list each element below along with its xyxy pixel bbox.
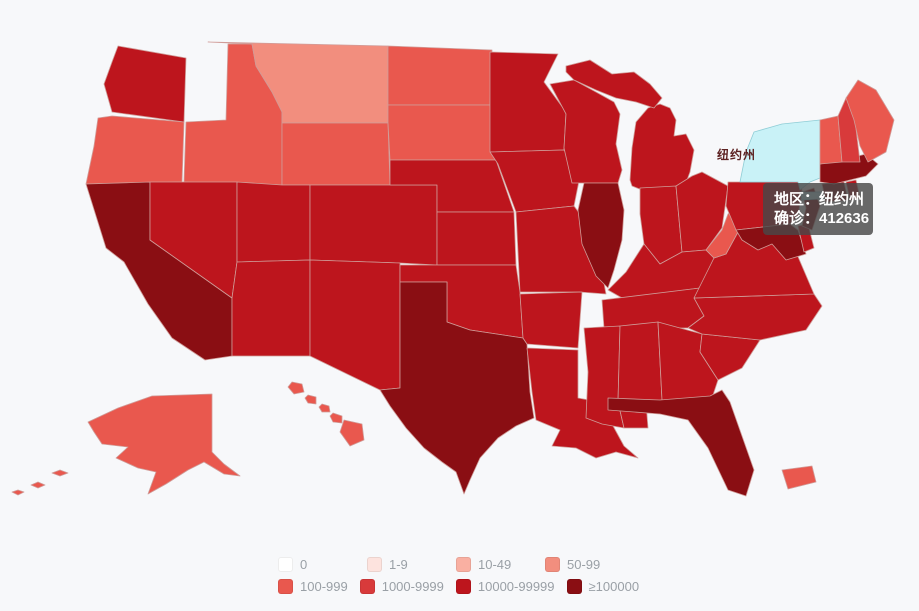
state-wi[interactable] — [549, 79, 623, 184]
states-layer — [11, 41, 895, 497]
legend-swatch-10000-99999 — [455, 578, 471, 594]
state-tx[interactable] — [379, 281, 535, 495]
state-fl[interactable] — [607, 389, 755, 497]
state-ms[interactable] — [583, 325, 625, 429]
legend-item-10-49[interactable]: 10-49 — [456, 556, 545, 572]
state-co[interactable] — [309, 184, 438, 266]
legend-item-0[interactable]: 0 — [278, 556, 367, 572]
legend-item-10000-99999[interactable]: 10000-99999 — [455, 578, 555, 594]
legend-swatch-1000-9999 — [359, 578, 375, 594]
state-mi[interactable] — [629, 103, 695, 191]
state-ak[interactable] — [87, 393, 241, 495]
legend-swatch-0 — [278, 556, 293, 572]
state-pr[interactable] — [781, 465, 817, 490]
legend-row-1: 0 1-9 10-49 50-99 — [278, 553, 651, 575]
state-sd[interactable] — [387, 104, 497, 161]
legend-swatch-50-99 — [545, 556, 560, 572]
tooltip-confirmed-line: 确诊：412636 — [774, 209, 869, 228]
legend-swatch-gte-100000 — [566, 578, 582, 594]
legend-swatch-1-9 — [367, 556, 382, 572]
legend-item-50-99[interactable]: 50-99 — [545, 556, 634, 572]
hovered-state-label: 纽约州 — [717, 148, 757, 162]
legend-item-100-999[interactable]: 100-999 — [278, 578, 348, 594]
state-la[interactable] — [526, 347, 639, 459]
state-ut[interactable] — [236, 181, 311, 263]
legend-row-2: 100-999 1000-9999 10000-99999 ≥100000 — [278, 575, 651, 597]
tooltip-confirmed-label: 确诊： — [774, 210, 820, 227]
state-nm[interactable] — [309, 259, 401, 391]
state-nc[interactable] — [687, 293, 823, 341]
legend-swatch-100-999 — [278, 578, 293, 594]
state-wy[interactable] — [281, 122, 391, 186]
state-or[interactable] — [85, 115, 185, 185]
map-legend: 0 1-9 10-49 50-99 100-999 1000-9999 1000… — [278, 553, 651, 597]
state-ar[interactable] — [519, 291, 583, 349]
map-tooltip: 地区：纽约州 确诊：412636 — [763, 183, 873, 235]
state-mi-upper-peninsula[interactable] — [565, 59, 663, 109]
legend-item-1000-9999[interactable]: 1000-9999 — [359, 578, 444, 594]
tooltip-confirmed-value: 412636 — [819, 210, 870, 227]
state-mn[interactable] — [489, 51, 567, 153]
state-nh[interactable] — [837, 97, 861, 163]
tooltip-region-line: 地区：纽约州 — [774, 190, 865, 209]
state-nd[interactable] — [387, 45, 493, 106]
legend-item-1-9[interactable]: 1-9 — [367, 556, 456, 572]
state-ks[interactable] — [436, 211, 517, 266]
state-hi[interactable] — [287, 381, 365, 447]
tooltip-region-label: 地区： — [774, 191, 820, 208]
state-il[interactable] — [577, 182, 625, 289]
legend-swatch-10-49 — [456, 556, 471, 572]
state-az[interactable] — [231, 259, 311, 357]
state-ak-aleutians[interactable] — [11, 469, 69, 496]
state-wa[interactable] — [103, 45, 187, 123]
tooltip-region-value: 纽约州 — [819, 191, 865, 208]
state-me[interactable] — [845, 79, 895, 163]
legend-item-gte-100000[interactable]: ≥100000 — [566, 578, 639, 594]
